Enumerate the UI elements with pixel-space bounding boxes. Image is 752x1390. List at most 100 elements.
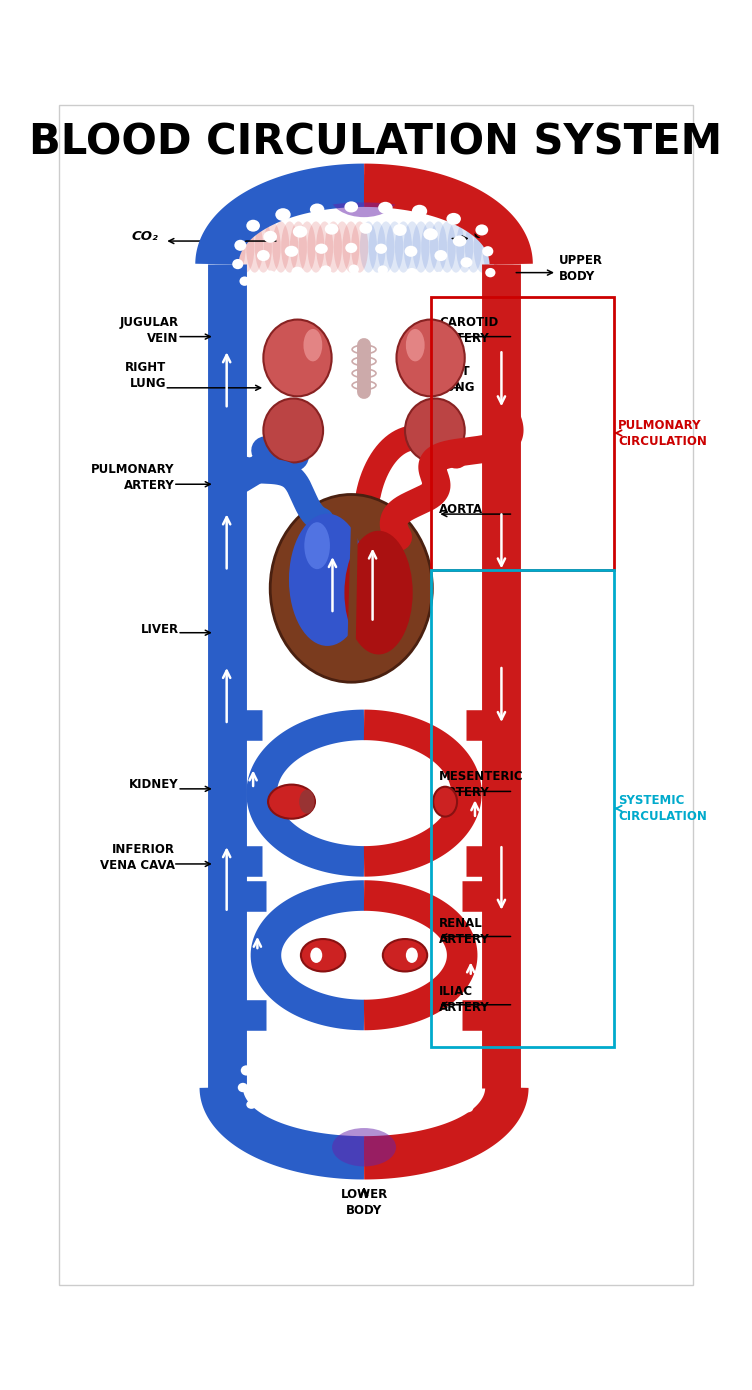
Bar — [431, 296, 614, 570]
Ellipse shape — [311, 948, 323, 963]
Ellipse shape — [308, 221, 324, 272]
Ellipse shape — [229, 221, 246, 272]
Text: LOWER
BODY: LOWER BODY — [341, 1188, 388, 1218]
Ellipse shape — [326, 1052, 338, 1063]
Ellipse shape — [358, 1090, 367, 1098]
Ellipse shape — [386, 1090, 396, 1098]
Ellipse shape — [406, 268, 417, 278]
Ellipse shape — [468, 1068, 479, 1077]
Ellipse shape — [459, 278, 470, 288]
Ellipse shape — [433, 787, 457, 816]
Text: O₂: O₂ — [473, 228, 490, 240]
Text: AORTA: AORTA — [439, 503, 484, 516]
Ellipse shape — [238, 1083, 248, 1093]
Ellipse shape — [455, 1083, 466, 1094]
Ellipse shape — [241, 1065, 252, 1076]
Ellipse shape — [406, 329, 425, 361]
Ellipse shape — [310, 203, 324, 215]
Ellipse shape — [423, 228, 438, 240]
Ellipse shape — [342, 1034, 355, 1044]
Ellipse shape — [453, 235, 466, 246]
Ellipse shape — [404, 221, 420, 272]
Text: ILIAC
ARTERY: ILIAC ARTERY — [439, 986, 490, 1015]
Ellipse shape — [292, 267, 304, 277]
Ellipse shape — [403, 1073, 414, 1083]
Text: BLOOD CIRCULATION SYSTEM: BLOOD CIRCULATION SYSTEM — [29, 122, 723, 164]
Ellipse shape — [413, 1093, 423, 1102]
Ellipse shape — [325, 221, 342, 272]
Ellipse shape — [330, 175, 399, 217]
Ellipse shape — [412, 221, 429, 272]
Ellipse shape — [347, 1070, 357, 1080]
Text: LEFT
LUNG: LEFT LUNG — [439, 364, 476, 393]
Ellipse shape — [264, 221, 280, 272]
Ellipse shape — [403, 1037, 416, 1048]
Ellipse shape — [342, 221, 359, 272]
Ellipse shape — [293, 225, 308, 238]
Ellipse shape — [316, 221, 333, 272]
Ellipse shape — [246, 221, 263, 272]
Ellipse shape — [247, 220, 260, 232]
Ellipse shape — [384, 1054, 396, 1062]
Ellipse shape — [272, 221, 290, 272]
Text: INFERIOR
VENA CAVA: INFERIOR VENA CAVA — [99, 844, 174, 873]
Ellipse shape — [412, 204, 427, 218]
Ellipse shape — [305, 523, 330, 569]
Ellipse shape — [311, 1036, 324, 1047]
Ellipse shape — [299, 221, 316, 272]
Ellipse shape — [456, 221, 473, 272]
Text: PULMONARY
CIRCULATION: PULMONARY CIRCULATION — [618, 418, 707, 448]
Ellipse shape — [482, 246, 493, 256]
Ellipse shape — [421, 221, 438, 272]
Ellipse shape — [238, 221, 254, 272]
Ellipse shape — [290, 221, 307, 272]
Ellipse shape — [235, 239, 247, 250]
Ellipse shape — [304, 329, 323, 361]
Ellipse shape — [485, 268, 496, 278]
Ellipse shape — [268, 784, 315, 819]
Text: CAROTID
ARTERY: CAROTID ARTERY — [439, 316, 499, 345]
Ellipse shape — [285, 246, 299, 257]
Text: JUGULAR
VEIN: JUGULAR VEIN — [120, 316, 179, 345]
Text: UPPER
BODY: UPPER BODY — [559, 254, 602, 282]
Text: CO₂: CO₂ — [132, 231, 158, 243]
Ellipse shape — [474, 221, 491, 272]
Ellipse shape — [334, 221, 350, 272]
Text: LIVER: LIVER — [141, 623, 179, 635]
Ellipse shape — [429, 1077, 441, 1087]
Ellipse shape — [296, 1054, 309, 1065]
Ellipse shape — [301, 1091, 311, 1101]
Ellipse shape — [430, 221, 447, 272]
Ellipse shape — [396, 320, 465, 396]
Ellipse shape — [387, 221, 403, 272]
Ellipse shape — [275, 208, 291, 221]
Ellipse shape — [345, 243, 357, 253]
Ellipse shape — [434, 272, 444, 282]
Ellipse shape — [355, 1052, 366, 1062]
Ellipse shape — [263, 231, 277, 243]
Ellipse shape — [251, 1048, 264, 1059]
Ellipse shape — [263, 320, 332, 396]
Ellipse shape — [395, 221, 412, 272]
Ellipse shape — [281, 221, 299, 272]
Text: PULMONARY
ARTERY: PULMONARY ARTERY — [91, 463, 174, 492]
Ellipse shape — [262, 1076, 274, 1087]
Ellipse shape — [460, 257, 472, 267]
Ellipse shape — [318, 1072, 329, 1081]
Ellipse shape — [344, 531, 413, 655]
Ellipse shape — [329, 1090, 339, 1098]
Ellipse shape — [378, 265, 388, 275]
Ellipse shape — [257, 250, 270, 261]
Ellipse shape — [463, 1104, 473, 1112]
Ellipse shape — [299, 790, 314, 813]
Ellipse shape — [359, 222, 372, 234]
Polygon shape — [364, 1087, 509, 1161]
Ellipse shape — [438, 221, 456, 272]
Ellipse shape — [290, 1073, 302, 1083]
Ellipse shape — [349, 264, 359, 274]
Ellipse shape — [383, 940, 427, 972]
Text: SYSTEMIC
CIRCULATION: SYSTEMIC CIRCULATION — [618, 794, 707, 823]
Text: MESENTERIC
ARTERY: MESENTERIC ARTERY — [439, 770, 524, 799]
Ellipse shape — [255, 221, 272, 272]
Ellipse shape — [447, 221, 465, 272]
